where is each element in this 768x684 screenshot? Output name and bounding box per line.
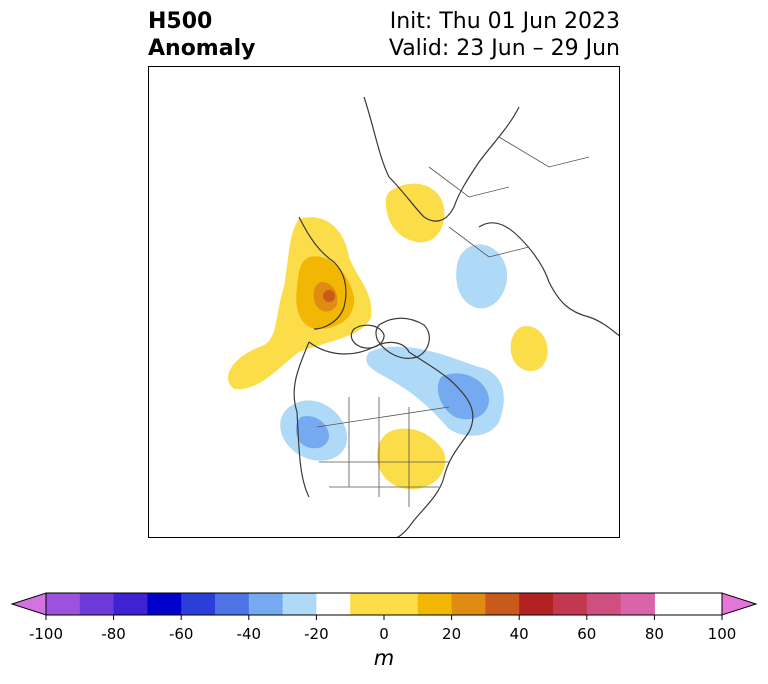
polar-map (228, 96, 619, 537)
map-title: H500 Anomaly (148, 8, 255, 62)
colorbar-bin (282, 593, 317, 615)
colorbar-tick-label: -80 (101, 625, 126, 643)
anomaly-scandinavia (385, 183, 445, 243)
coast-greenland (375, 317, 430, 359)
map-panel (148, 66, 620, 538)
coast-asia (478, 222, 619, 337)
anomaly-siberia (456, 244, 508, 309)
anomaly-fills (228, 183, 548, 490)
colorbar-tick-label: -60 (168, 625, 194, 643)
colorbar-bin (350, 593, 419, 615)
colorbar (10, 592, 758, 620)
init-date: Init: Thu 01 Jun 2023 (389, 9, 620, 34)
map-dates: Init: Thu 01 Jun 2023 Valid: 23 Jun – 29… (389, 8, 620, 62)
colorbar-bin (79, 593, 115, 615)
colorbar-bin (620, 593, 655, 615)
coastlines (293, 96, 619, 537)
colorbar-bin (215, 593, 250, 615)
colorbar-tick-label: 20 (442, 625, 462, 643)
colorbar-extend-high (721, 592, 758, 616)
colorbar-bin (451, 593, 486, 615)
colorbar-bin (485, 593, 520, 615)
coast-arctic-islands (350, 324, 385, 349)
colorbar-bin (586, 593, 622, 615)
valid-range: Valid: 23 Jun – 29 Jun (388, 36, 620, 61)
colorbar-bin (46, 593, 81, 615)
anomaly-pnw-inner (295, 416, 329, 449)
colorbar-bin (519, 593, 554, 615)
colorbar-tick-label: -20 (304, 625, 329, 643)
title-line-variable: H500 (148, 9, 213, 34)
colorbar-tick-label: 100 (707, 625, 737, 643)
country-borders (316, 136, 590, 507)
colorbar-bin (181, 593, 216, 615)
colorbar-bin (113, 593, 148, 615)
colorbar-tick-label: 80 (644, 625, 664, 643)
coast-alaska (298, 216, 347, 330)
colorbar-extend-low (10, 592, 47, 616)
title-line-field: Anomaly (148, 36, 256, 61)
anomaly-labrador-inner (437, 373, 489, 420)
colorbar-tick-label: 0 (379, 625, 389, 643)
colorbar-tick-label: 40 (509, 625, 529, 643)
colorbar-tick-label: 60 (577, 625, 597, 643)
anomaly-atlantic (510, 326, 548, 372)
colorbar-bin (147, 593, 182, 615)
colorbar-bin (316, 593, 351, 615)
colorbar-bin (417, 593, 453, 615)
colorbar-tick-label: -40 (236, 625, 262, 643)
colorbar-bin (553, 593, 588, 615)
colorbar-tick-label: -100 (28, 625, 64, 643)
colorbar-bin (248, 593, 284, 615)
colorbar-unit-label: m (373, 646, 395, 670)
coast-europe (363, 96, 520, 222)
anomaly-alaska-core (323, 290, 335, 302)
anomaly-greatlakes (377, 428, 446, 490)
